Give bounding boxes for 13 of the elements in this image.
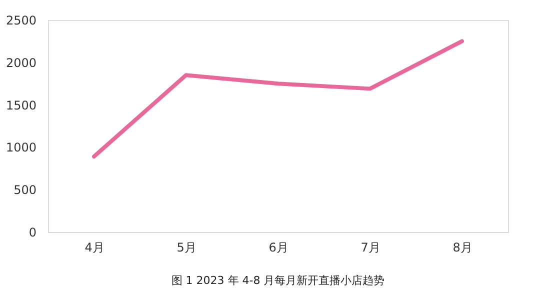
x-tick-label: 8月 [452, 240, 472, 254]
y-tick-label: 2500 [6, 14, 36, 28]
x-tick-label: 7月 [360, 240, 380, 254]
y-tick-label: 2000 [6, 56, 36, 70]
y-tick-label: 0 [28, 226, 36, 240]
x-tick-label: 6月 [268, 240, 288, 254]
x-tick-label: 4月 [84, 240, 104, 254]
line-series [92, 39, 464, 159]
caption: 图 1 2023 年 4-8 月每月新开直播小店趋势 [171, 274, 385, 287]
y-tick-label: 500 [14, 183, 36, 198]
y-tick-label: 1500 [6, 98, 36, 112]
y-tick-label: 1000 [6, 140, 36, 155]
x-tick-label: 5月 [176, 240, 196, 254]
